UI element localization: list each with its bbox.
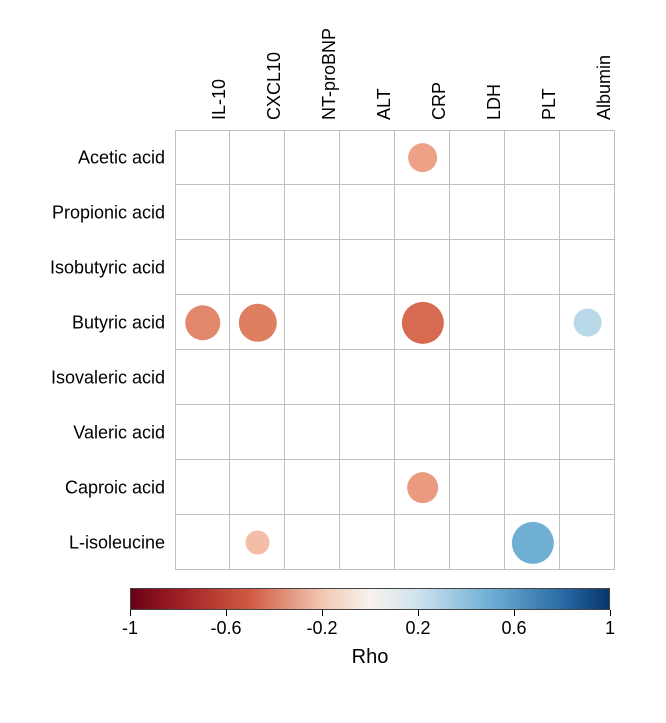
colorbar-tick-label: 1 <box>605 618 615 639</box>
colorbar-gradient <box>130 588 610 610</box>
row-label: Propionic acid <box>52 202 165 223</box>
row-label: Valeric acid <box>73 422 165 443</box>
row-label: Isobutyric acid <box>50 257 165 278</box>
col-label: CRP <box>429 82 450 120</box>
grid-cell <box>450 460 505 515</box>
grid-cell <box>230 240 285 295</box>
grid-cell <box>560 460 615 515</box>
grid-cell <box>450 405 505 460</box>
grid-cell <box>285 240 340 295</box>
bubble <box>408 143 438 173</box>
grid-cell <box>560 515 615 570</box>
row-label: Acetic acid <box>78 147 165 168</box>
colorbar-tick <box>610 610 611 616</box>
grid-cell <box>395 240 450 295</box>
col-label: ALT <box>374 88 395 120</box>
grid-cell <box>450 350 505 405</box>
grid-cell <box>395 185 450 240</box>
grid-cell <box>175 240 230 295</box>
grid-cell <box>505 130 560 185</box>
grid-cell <box>340 515 395 570</box>
grid-cell <box>450 185 505 240</box>
bubble <box>185 305 221 341</box>
grid-cell <box>230 130 285 185</box>
colorbar-tick-label: -0.6 <box>210 618 241 639</box>
grid-cell <box>450 240 505 295</box>
grid-cell <box>450 515 505 570</box>
grid-cell <box>230 460 285 515</box>
grid-cell <box>395 350 450 405</box>
correlation-bubble-chart: Acetic acid Propionic acid Isobutyric acid… <box>0 0 666 723</box>
colorbar-title: Rho <box>352 646 389 669</box>
grid-cell <box>505 405 560 460</box>
grid-cell <box>450 295 505 350</box>
row-label: Butyric acid <box>72 312 165 333</box>
col-label: NT-proBNP <box>319 28 340 120</box>
col-label: CXCL10 <box>264 52 285 120</box>
grid-cell <box>285 185 340 240</box>
grid-cell <box>285 460 340 515</box>
grid-cell <box>175 515 230 570</box>
grid-cell <box>395 515 450 570</box>
colorbar-tick-label: 0.6 <box>501 618 526 639</box>
col-label: LDH <box>484 84 505 120</box>
col-label: IL-10 <box>209 79 230 120</box>
grid-cell <box>285 295 340 350</box>
grid-cell <box>505 350 560 405</box>
grid-cell <box>340 185 395 240</box>
grid-cell <box>285 350 340 405</box>
grid-cell <box>340 405 395 460</box>
grid-cell <box>505 460 560 515</box>
bubble <box>245 530 270 555</box>
grid-cell <box>505 185 560 240</box>
row-label: Caproic acid <box>65 477 165 498</box>
colorbar-tick <box>514 610 515 616</box>
grid-cell <box>230 405 285 460</box>
grid-cell <box>560 130 615 185</box>
colorbar-tick <box>130 610 131 616</box>
grid-cell <box>230 185 285 240</box>
grid-cell <box>560 350 615 405</box>
grid-cell <box>340 130 395 185</box>
grid-cell <box>560 240 615 295</box>
grid-cell <box>175 405 230 460</box>
colorbar-tick-label: -0.2 <box>306 618 337 639</box>
grid-cell <box>175 185 230 240</box>
row-label: L-isoleucine <box>69 532 165 553</box>
grid-cell <box>285 515 340 570</box>
grid-cell <box>505 240 560 295</box>
grid-cell <box>450 130 505 185</box>
grid-cell <box>560 185 615 240</box>
colorbar-tick-label: 0.2 <box>405 618 430 639</box>
col-label: PLT <box>539 88 560 120</box>
row-label: Isovaleric acid <box>51 367 165 388</box>
grid-cell <box>175 130 230 185</box>
colorbar-tick <box>418 610 419 616</box>
grid-cell <box>340 460 395 515</box>
grid-cell <box>340 350 395 405</box>
grid-cell <box>285 405 340 460</box>
grid-cell <box>340 295 395 350</box>
grid-cell <box>340 240 395 295</box>
colorbar-tick <box>226 610 227 616</box>
grid-cell <box>395 405 450 460</box>
grid-cell <box>230 350 285 405</box>
grid-cell <box>505 295 560 350</box>
colorbar: Rho -1-0.6-0.20.20.61 <box>130 588 610 610</box>
bubble <box>407 472 439 504</box>
grid-cell <box>175 350 230 405</box>
grid-cell <box>285 130 340 185</box>
bubble <box>573 308 602 337</box>
col-label: Albumin <box>594 55 615 120</box>
colorbar-tick-label: -1 <box>122 618 138 639</box>
plot-area: Acetic acidPropionic acidIsobutyric acid… <box>175 130 615 570</box>
grid-cell <box>175 460 230 515</box>
grid-cell <box>560 405 615 460</box>
colorbar-tick <box>322 610 323 616</box>
